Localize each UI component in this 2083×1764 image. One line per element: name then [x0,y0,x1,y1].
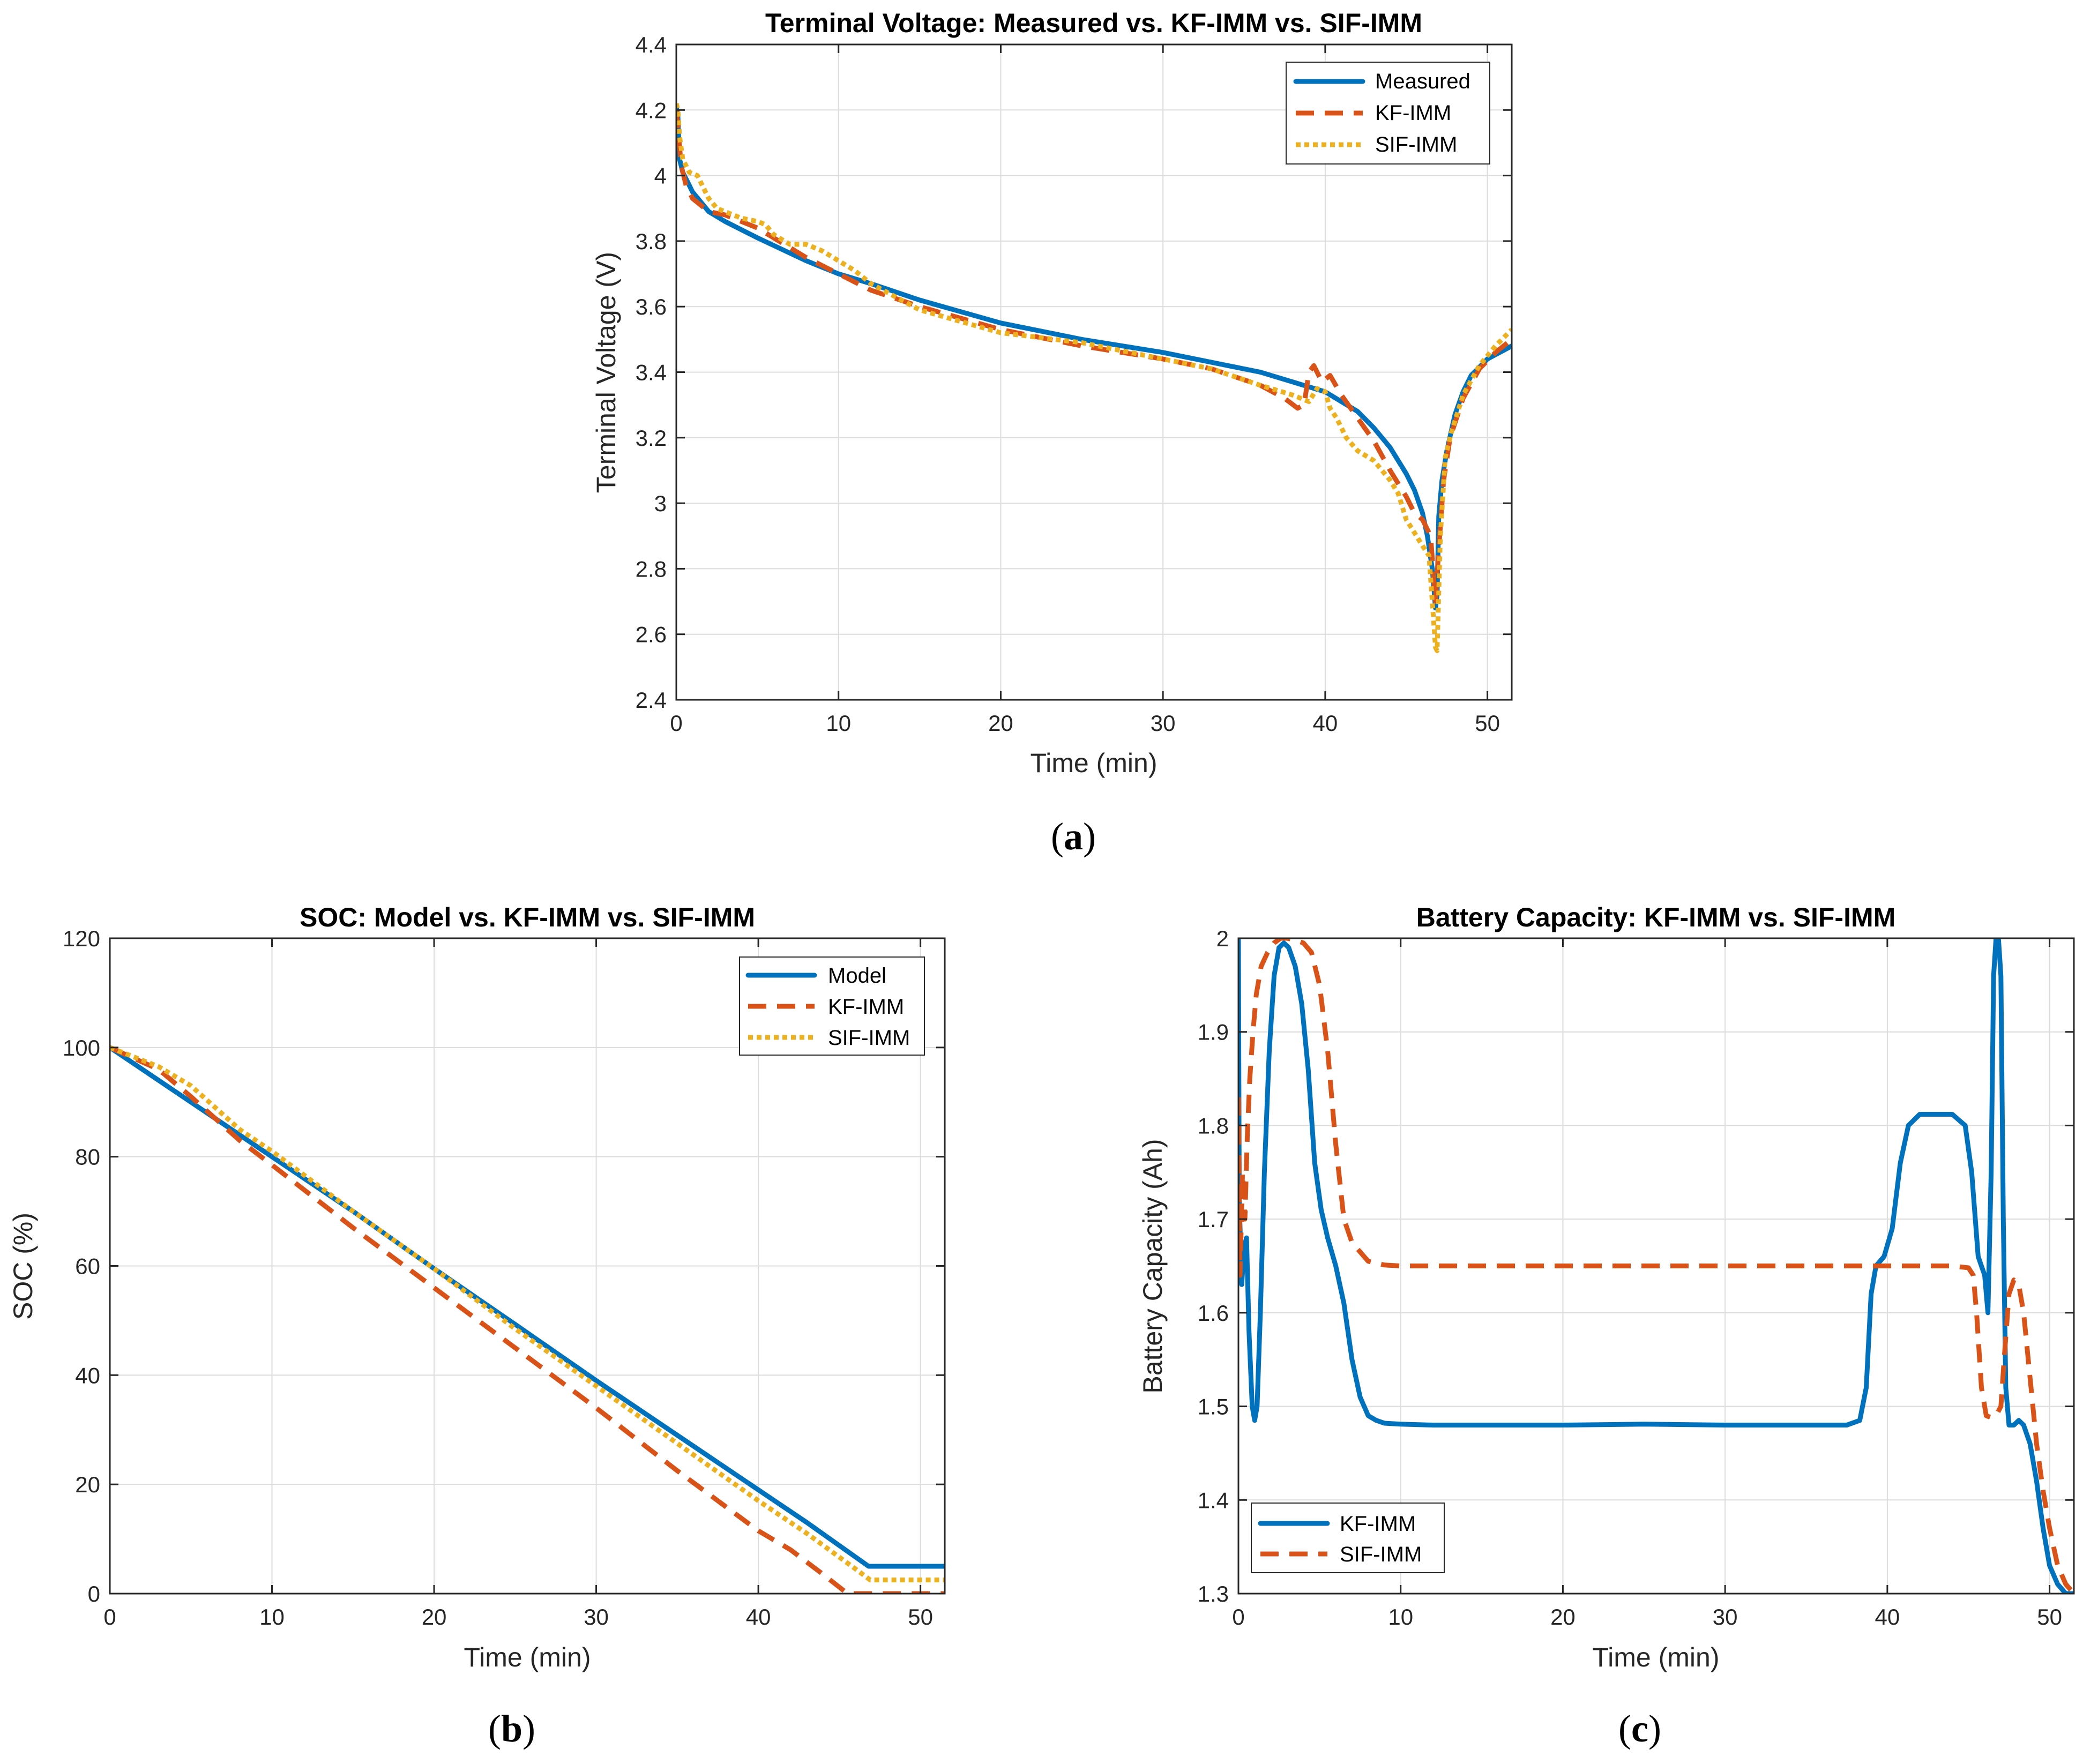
y-tick-label: 3 [654,491,667,516]
y-tick-label: 4.2 [636,98,667,123]
x-tick-label: 10 [826,711,851,736]
legend-label-b-kf: KF-IMM [828,995,904,1019]
series-line-b-sif-imm [110,1045,945,1582]
legend-b: Model KF-IMM SIF-IMM [739,956,925,1056]
x-tick-label: 40 [1875,1604,1900,1630]
x-tick-label: 40 [746,1604,771,1630]
y-tick-label: 80 [75,1145,100,1170]
y-tick-label: 1.4 [1198,1488,1229,1513]
y-tick-label: 2.4 [636,687,667,713]
y-axis-label-b: SOC (%) [8,1213,38,1320]
series-c [1238,938,2074,1594]
y-tick-label: 40 [75,1363,100,1388]
legend-a: Measured KF-IMM SIF-IMM [1286,62,1490,165]
y-tick-label: 3.4 [636,360,667,385]
y-tick-label: 3.8 [636,229,667,254]
legend-box-c [1251,1503,1445,1573]
panel-c: 0 10 20 30 40 50 1.3 1.4 1.5 1.6 1.7 1.8 1.9 2 Batter… [1138,902,2075,1750]
y-tick-label: 100 [63,1035,100,1060]
y-tick-label: 1.8 [1198,1113,1229,1138]
y-tick-label: 1.9 [1198,1020,1229,1045]
y-tick-label: 20 [75,1472,100,1497]
series-line-b-model [110,1045,945,1569]
x-tick-label: 0 [103,1604,116,1630]
panel-label-a: (a) [1051,815,1096,858]
y-tick-label: 120 [63,926,100,951]
x-tick-label: 30 [1713,1604,1738,1630]
x-tick-label: 10 [259,1604,285,1630]
x-axis-label-c: Time (min) [1592,1642,1719,1672]
series-line-a-sif-imm [676,103,1512,653]
series-line-a-kf-imm [676,109,1512,604]
y-tick-label: 4 [654,163,667,189]
legend-label-b-model: Model [828,964,886,988]
panel-b: 0 10 20 30 40 50 0 20 40 60 80 100 120 SOC: Model vs… [8,902,946,1750]
x-tick-label: 30 [1151,711,1176,736]
y-axis-label-c: Battery Capacity (Ah) [1138,1139,1168,1393]
chart-title-c: Battery Capacity: KF-IMM vs. SIF-IMM [1416,902,1896,932]
y-axis-label-a: Terminal Voltage (V) [591,252,621,493]
y-tick-label: 1.3 [1198,1581,1229,1606]
x-tick-label: 20 [1550,1604,1576,1630]
legend-label-a-measured: Measured [1375,70,1470,93]
legend-label-c-kf: KF-IMM [1340,1512,1416,1536]
y-tick-label: 2 [1216,926,1229,951]
legend-label-c-sif: SIF-IMM [1340,1543,1422,1566]
x-tick-label: 50 [908,1604,933,1630]
chart-title-a: Terminal Voltage: Measured vs. KF-IMM vs… [765,8,1422,38]
x-axis-label-b: Time (min) [464,1642,591,1672]
axes-frame-a [675,43,1513,701]
x-tick-label: 40 [1313,711,1338,736]
x-tick-label: 0 [670,711,682,736]
legend-label-b-sif: SIF-IMM [828,1026,910,1050]
chart-title-b: SOC: Model vs. KF-IMM vs. SIF-IMM [300,902,755,932]
x-tick-label: 20 [988,711,1013,736]
ticks-c: 0 10 20 30 40 50 1.3 1.4 1.5 1.6 1.7 1.8 1.9 2 [1198,926,2074,1630]
axes-frame-b [109,937,946,1595]
legend-label-a-sif: SIF-IMM [1375,133,1457,156]
y-tick-label: 1.6 [1198,1300,1229,1326]
series-a [676,103,1512,653]
x-tick-label: 30 [584,1604,609,1630]
ticks-a: 0 10 20 30 40 50 2.4 2.6 2.8 3 3.2 3.4 3.6 3.8 4 4.2 4.4 [636,32,1512,736]
y-tick-label: 0 [88,1581,100,1606]
series-line-c-kf-imm [1238,938,2074,1594]
x-tick-label: 50 [1475,711,1500,736]
y-tick-label: 3.6 [636,294,667,319]
panel-a: 0 10 20 30 40 50 2.4 2.6 2.8 3 3.2 3.4 3.6 3.8 4 4.2 4.4… [591,8,1513,858]
y-tick-label: 60 [75,1254,100,1279]
series-b [110,1045,945,1594]
panel-label-b: (b) [488,1707,535,1750]
axes-frame-c [1237,937,2075,1595]
x-tick-label: 0 [1232,1604,1244,1630]
y-tick-label: 2.8 [636,556,667,581]
panel-label-c: (c) [1618,1707,1661,1750]
legend-label-a-kf: KF-IMM [1375,101,1451,125]
x-axis-label-a: Time (min) [1030,748,1157,778]
y-tick-label: 2.6 [636,622,667,647]
y-tick-label: 1.5 [1198,1394,1229,1419]
x-tick-label: 20 [422,1604,447,1630]
x-tick-label: 50 [2037,1604,2062,1630]
y-tick-label: 3.2 [636,425,667,451]
y-tick-label: 1.7 [1198,1207,1229,1232]
legend-c: KF-IMM SIF-IMM [1251,1503,1445,1573]
y-tick-label: 4.4 [636,32,667,57]
x-tick-label: 10 [1388,1604,1413,1630]
series-line-c-sif-imm [1238,938,2074,1594]
